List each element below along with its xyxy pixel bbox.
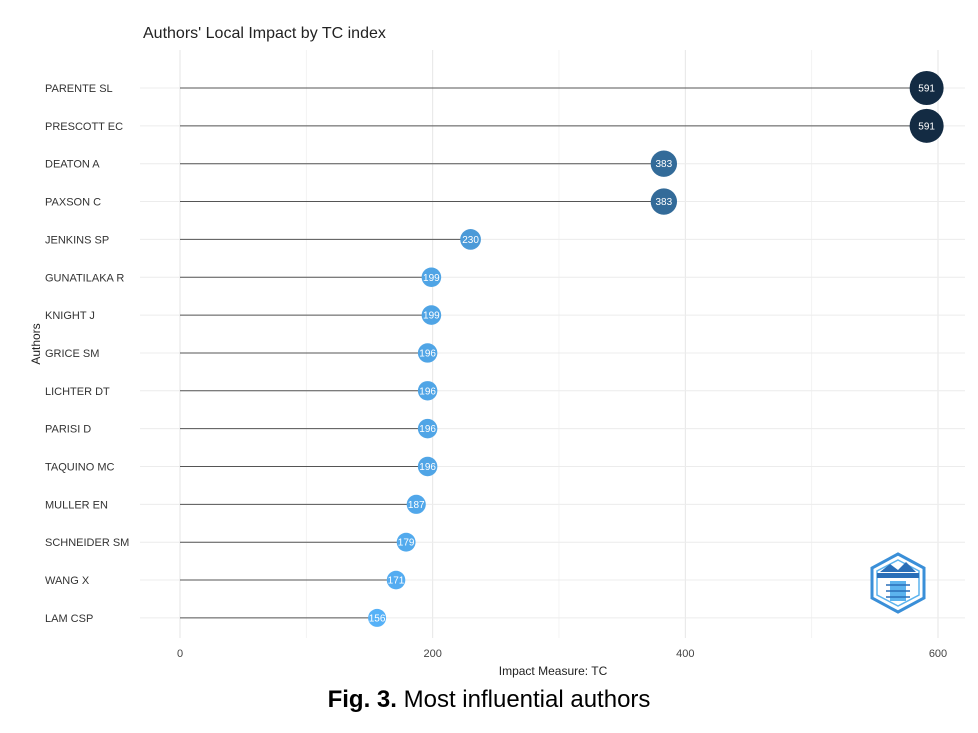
- lollipop-dot: [650, 188, 678, 215]
- x-tick-label: 200: [423, 648, 441, 660]
- author-label: GRICE SM: [45, 348, 99, 360]
- lollipop-dot: [650, 150, 678, 177]
- value-label: 199: [423, 273, 440, 284]
- value-label: 171: [388, 576, 405, 587]
- value-label: 196: [419, 386, 436, 397]
- value-label: 591: [918, 84, 935, 95]
- value-label: 196: [419, 462, 436, 473]
- chart-title: Authors' Local Impact by TC index: [143, 25, 386, 42]
- value-label: 230: [462, 235, 479, 246]
- lollipop-dot: [386, 570, 406, 590]
- stems: [180, 87, 927, 619]
- lollipop-dot: [396, 532, 416, 552]
- x-tick-label: 0: [177, 648, 183, 660]
- value-label: 187: [408, 500, 425, 511]
- author-label: LICHTER DT: [45, 386, 110, 398]
- caption-prefix: Fig. 3.: [327, 686, 397, 713]
- labels: 0 200 400 600 PARENTE SL 591 PRESCOTT EC 591 DEA…: [45, 83, 947, 660]
- lollipop-dot: [417, 381, 438, 401]
- x-tick-label: 400: [676, 648, 694, 660]
- author-label: TAQUINO MC: [45, 462, 115, 474]
- author-label: PARENTE SL: [45, 83, 113, 95]
- lollipop-dot: [417, 456, 438, 477]
- x-axis-title: Impact Measure: TC: [499, 664, 608, 678]
- x-tick-label: 600: [929, 648, 947, 660]
- y-axis-title: Authors: [29, 323, 43, 364]
- lollipop-chart: 0 200 400 600 PARENTE SL 591 PRESCOTT EC 591 DEA…: [29, 25, 965, 678]
- bibliometrix-logo-icon: [868, 552, 928, 614]
- value-label: 196: [419, 348, 436, 359]
- value-label: 199: [423, 311, 440, 322]
- lollipop-dot: [460, 229, 481, 250]
- author-label: LAM CSP: [45, 613, 93, 625]
- figure-caption: Fig. 3. Most influential authors: [0, 686, 978, 714]
- value-label: 196: [419, 424, 436, 435]
- author-label: WANG X: [45, 575, 90, 587]
- value-label: 179: [398, 538, 415, 549]
- author-label: MULLER EN: [45, 499, 108, 511]
- author-label: PAXSON C: [45, 197, 101, 209]
- author-label: PRESCOTT EC: [45, 121, 123, 133]
- author-label: SCHNEIDER SM: [45, 537, 129, 549]
- lollipop-dot: [417, 343, 438, 363]
- caption-text: Most influential authors: [403, 686, 651, 713]
- value-label: 591: [918, 121, 935, 132]
- author-label: KNIGHT J: [45, 310, 95, 322]
- lollipop-dot: [909, 71, 944, 105]
- lollipop-dot: [421, 267, 442, 288]
- lollipop-dot: [406, 494, 426, 514]
- value-label: 383: [656, 197, 673, 208]
- lollipop-dot: [909, 108, 944, 143]
- author-label: PARISI D: [45, 424, 91, 436]
- lollipop-dot: [368, 608, 387, 627]
- dots: [368, 71, 944, 627]
- lollipop-dot: [421, 305, 442, 325]
- author-label: JENKINS SP: [45, 234, 109, 246]
- lollipop-dot: [417, 418, 438, 439]
- author-label: GUNATILAKA R: [45, 272, 124, 284]
- grid: [140, 50, 965, 638]
- value-label: 383: [656, 159, 673, 170]
- value-label: 156: [369, 613, 386, 624]
- author-label: DEATON A: [45, 159, 100, 171]
